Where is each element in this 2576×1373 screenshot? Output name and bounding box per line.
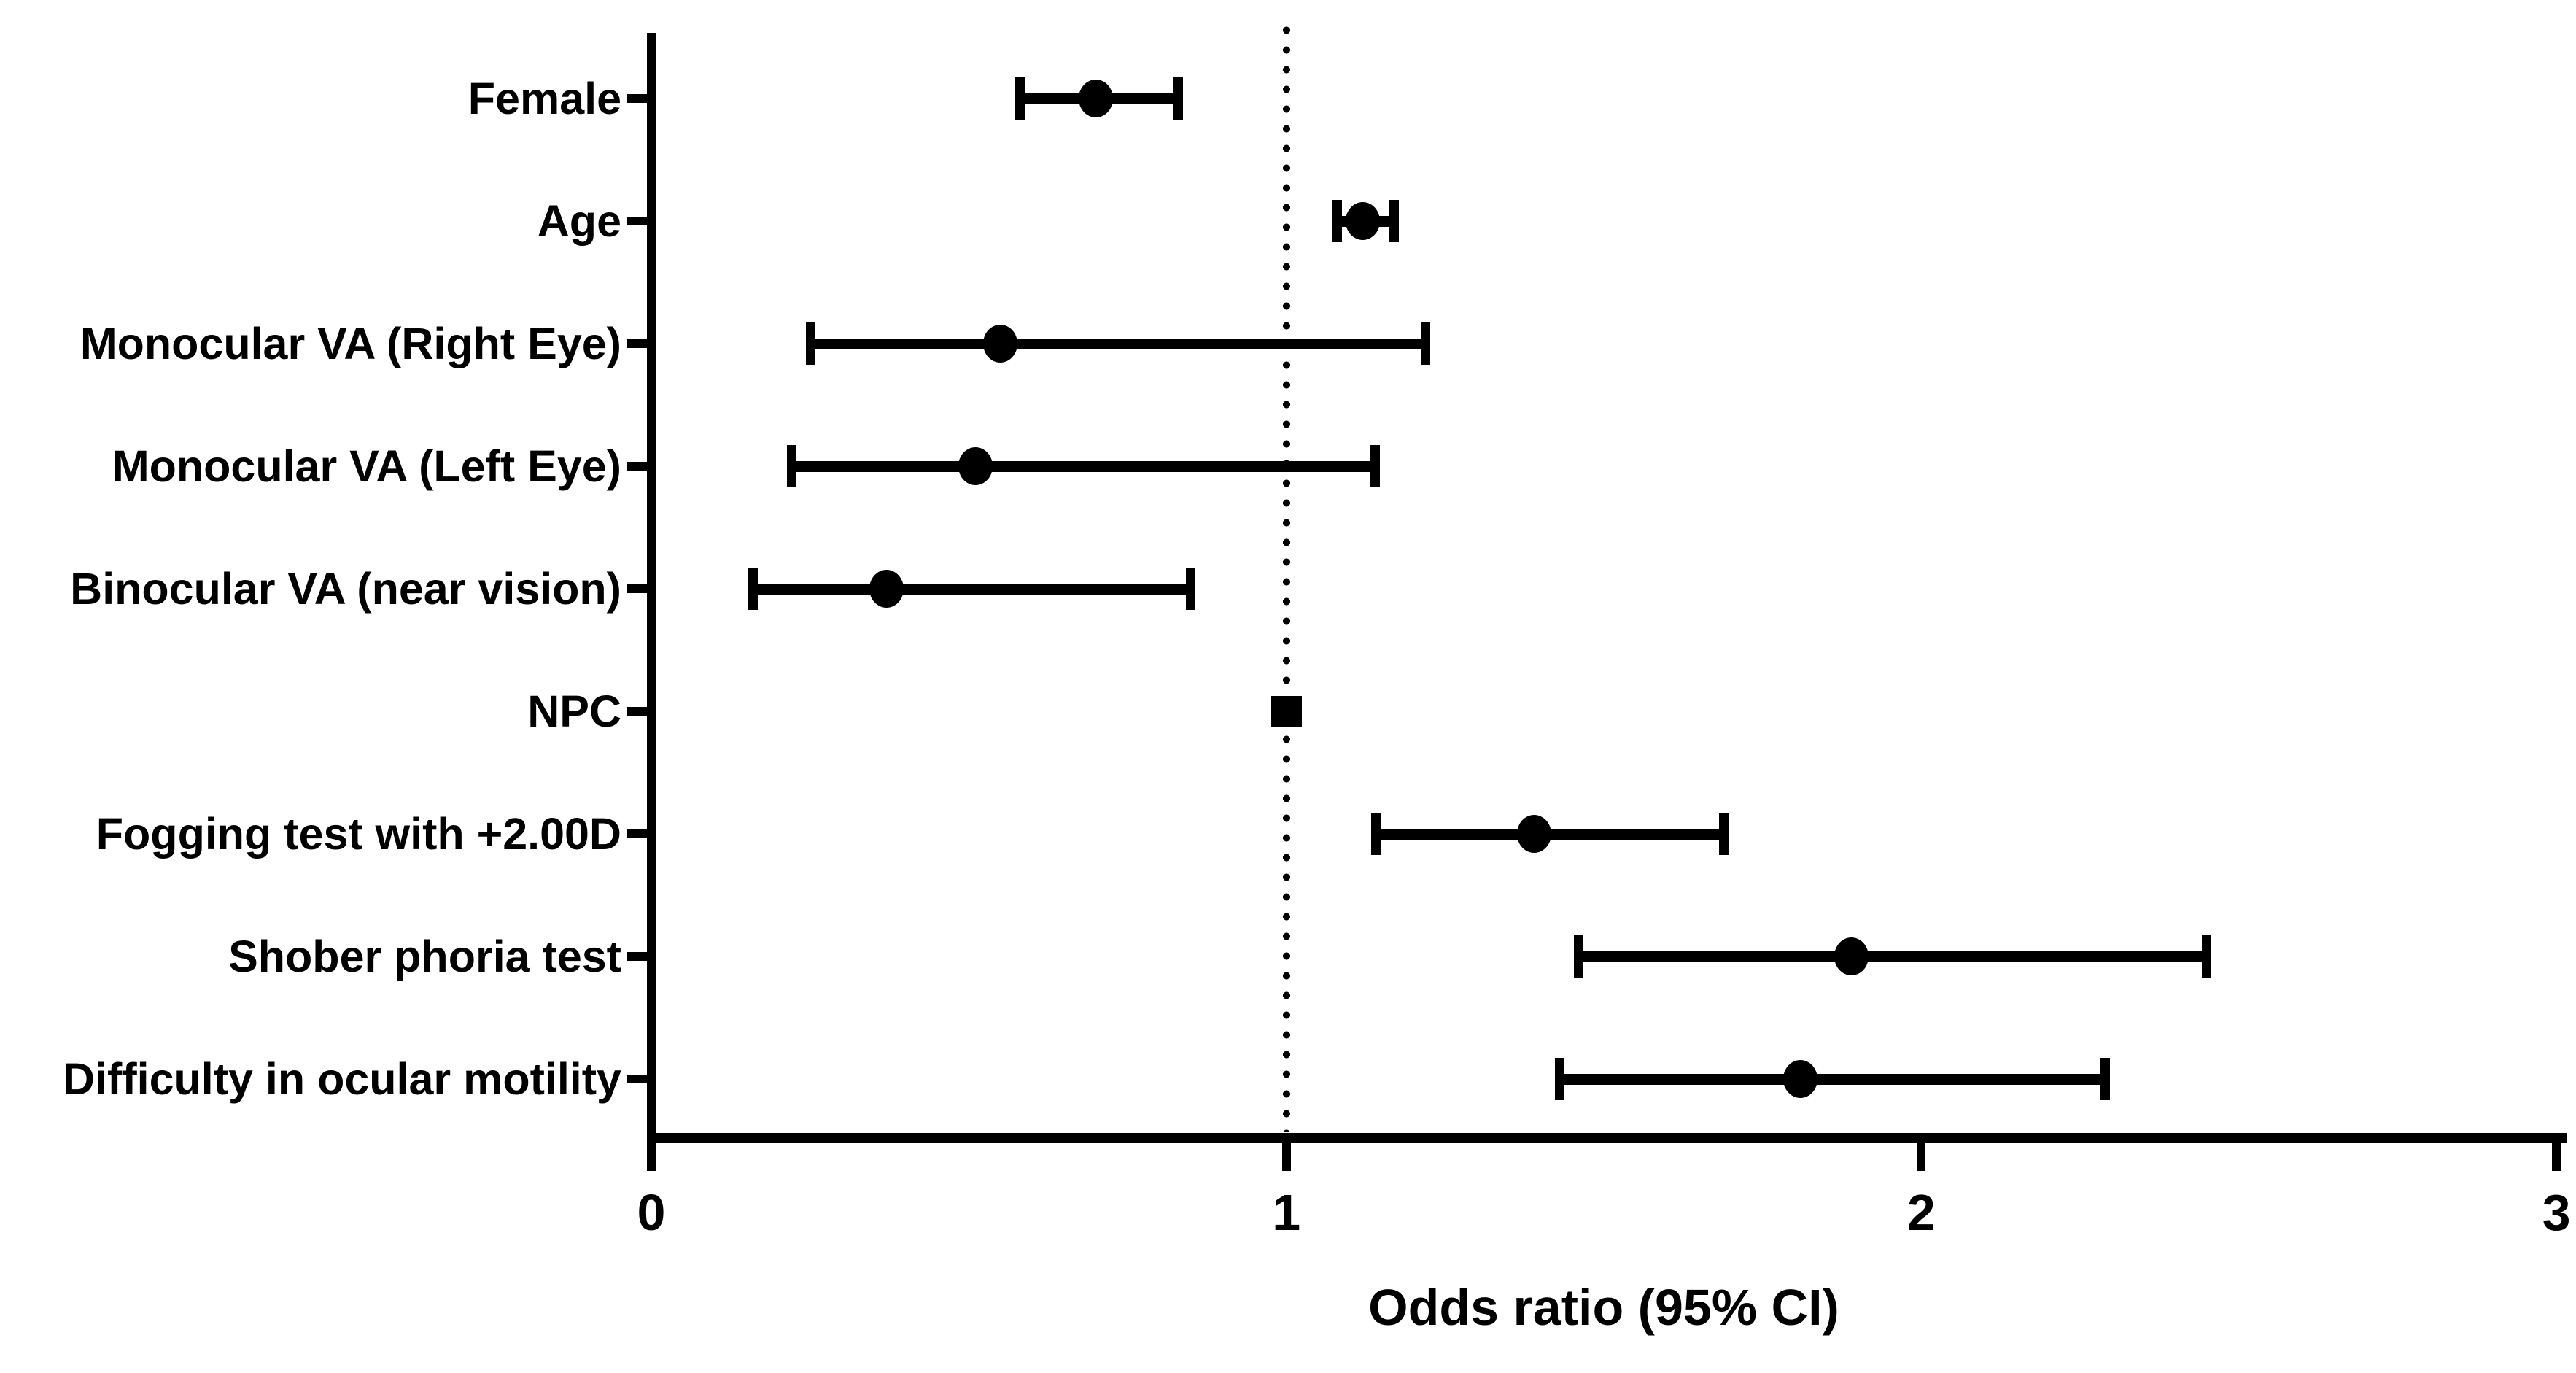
ci-cap-left [1015, 77, 1025, 120]
ci-cap-left [786, 445, 796, 487]
ci-cap-left [1574, 935, 1584, 978]
point-marker-square [1270, 696, 1302, 727]
ci-cap-left [1332, 200, 1343, 242]
x-axis-tick-label: 0 [637, 1184, 666, 1241]
ci-bar [791, 461, 1376, 472]
x-axis-tick-label: 3 [2542, 1184, 2571, 1241]
category-label: Age [537, 196, 621, 246]
category-label: Shober phoria test [228, 932, 621, 981]
point-marker-circle [869, 570, 904, 608]
ci-cap-right [2100, 1058, 2110, 1100]
ci-cap-right [2202, 935, 2212, 978]
ci-cap-left [805, 322, 815, 365]
category-tick [627, 1075, 647, 1083]
x-axis-tick [1917, 1143, 1926, 1171]
ci-cap-right [1719, 813, 1729, 855]
ci-cap-left [748, 568, 759, 610]
ci-bar [1578, 951, 2208, 962]
category-tick [627, 707, 647, 716]
ci-cap-right [1173, 77, 1183, 120]
category-tick [627, 217, 647, 225]
category-tick [627, 462, 647, 471]
point-marker-circle [1078, 80, 1113, 117]
ci-bar [810, 339, 1427, 349]
ci-cap-right [1370, 445, 1380, 487]
ci-cap-left [1555, 1058, 1565, 1100]
x-axis-tick-label: 1 [1272, 1184, 1301, 1241]
category-label: Female [468, 74, 621, 123]
category-tick [627, 584, 647, 593]
reference-line-or-1 [1283, 20, 1290, 1132]
ci-cap-right [1389, 200, 1399, 242]
ci-bar [753, 584, 1192, 595]
category-label: Monocular VA (Right Eye) [79, 319, 621, 368]
category-label: Binocular VA (near vision) [70, 564, 621, 614]
ci-cap-left [1370, 813, 1381, 855]
x-axis-tick-label: 2 [1906, 1184, 1936, 1241]
x-axis-title: Odds ratio (95% CI) [1368, 1279, 1839, 1336]
ci-bar [1559, 1074, 2106, 1085]
category-tick [627, 829, 647, 838]
point-marker-circle [1834, 937, 1869, 975]
x-axis-tick [1281, 1143, 1291, 1171]
point-marker-circle [1345, 202, 1380, 240]
ci-cap-right [1421, 322, 1431, 365]
category-tick [627, 339, 647, 348]
category-tick [627, 94, 647, 103]
category-label: Difficulty in ocular motility [63, 1054, 621, 1104]
x-axis-line [647, 1133, 2567, 1143]
category-label: NPC [527, 686, 621, 736]
point-marker-circle [1516, 815, 1551, 853]
x-axis-tick [2552, 1143, 2561, 1171]
point-marker-circle [1783, 1060, 1818, 1098]
ci-cap-right [1186, 568, 1196, 610]
category-label: Monocular VA (Left Eye) [112, 441, 621, 491]
point-marker-circle [958, 447, 993, 485]
category-label: Fogging test with +2.00D [96, 809, 621, 859]
point-marker-circle [983, 325, 1018, 363]
x-axis-tick [647, 1143, 656, 1171]
y-axis-line [647, 33, 656, 1143]
category-tick [627, 952, 647, 961]
